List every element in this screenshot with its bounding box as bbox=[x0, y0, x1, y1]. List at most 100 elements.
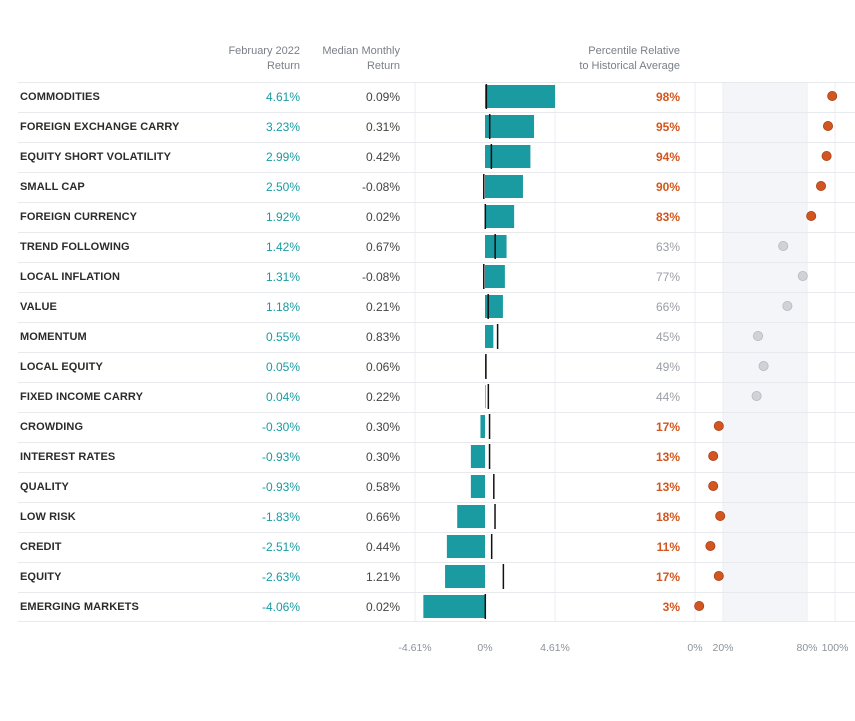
factor-name: QUALITY bbox=[20, 481, 69, 493]
header-feb-line1: February 2022 bbox=[228, 45, 300, 57]
percentile-value: 83% bbox=[655, 210, 680, 224]
factor-name: EQUITY bbox=[20, 571, 62, 583]
percentile-value: 90% bbox=[655, 180, 680, 194]
median-return-value: 0.06% bbox=[365, 360, 400, 374]
median-return-value: 0.09% bbox=[365, 90, 400, 104]
bar-axis-tick-label: 0% bbox=[477, 642, 492, 654]
percentile-dot bbox=[753, 330, 764, 341]
table-row: LOW RISK -1.83% 0.66% 18% bbox=[18, 502, 855, 532]
percentile-value: 44% bbox=[655, 390, 680, 404]
factor-name: FIXED INCOME CARRY bbox=[20, 391, 144, 403]
table-row: EMERGING MARKETS -4.06% 0.02% 3% bbox=[18, 592, 855, 622]
median-return-value: 0.22% bbox=[365, 390, 400, 404]
percentile-axis-tick-label: 80% bbox=[796, 642, 817, 654]
percentile-dot bbox=[823, 121, 834, 132]
factor-name: SMALL CAP bbox=[20, 181, 85, 193]
february-return-value: 1.92% bbox=[265, 210, 300, 224]
february-return-value: -0.93% bbox=[261, 480, 300, 494]
percentile-dot bbox=[806, 210, 817, 221]
return-bar bbox=[457, 505, 485, 528]
factor-name: CROWDING bbox=[20, 421, 84, 433]
percentile-value: 49% bbox=[655, 360, 680, 374]
february-return-value: 2.50% bbox=[265, 180, 300, 194]
median-return-value: -0.08% bbox=[361, 180, 400, 194]
return-bar bbox=[485, 385, 486, 408]
header-pct-line2: to Historical Average bbox=[579, 60, 680, 72]
percentile-value: 77% bbox=[655, 270, 680, 284]
header-med-line1: Median Monthly bbox=[322, 45, 400, 57]
factor-name: VALUE bbox=[20, 301, 57, 313]
table-row: EQUITY SHORT VOLATILITY 2.99% 0.42% 94% bbox=[18, 142, 855, 172]
return-bar bbox=[485, 265, 505, 288]
percentile-dot bbox=[816, 180, 827, 191]
factor-name: INTEREST RATES bbox=[20, 451, 116, 463]
percentile-value: 66% bbox=[655, 300, 680, 314]
percentile-axis-tick-label: 0% bbox=[687, 642, 702, 654]
factor-name: LOCAL EQUITY bbox=[20, 361, 103, 373]
percentile-dot bbox=[705, 541, 716, 552]
february-return-value: 3.23% bbox=[265, 120, 300, 134]
factor-name: MOMENTUM bbox=[20, 331, 87, 343]
february-return-value: 1.42% bbox=[265, 240, 300, 254]
return-bar bbox=[423, 595, 485, 618]
median-return-value: 0.21% bbox=[365, 300, 400, 314]
percentile-value: 3% bbox=[662, 600, 680, 614]
median-return-value: 0.83% bbox=[365, 330, 400, 344]
factor-name: EMERGING MARKETS bbox=[20, 601, 139, 613]
factor-name: LOCAL INFLATION bbox=[20, 271, 121, 283]
percentile-value: 98% bbox=[655, 90, 680, 104]
return-bar bbox=[485, 325, 494, 348]
median-return-value: -0.08% bbox=[361, 270, 400, 284]
median-return-value: 0.44% bbox=[365, 540, 400, 554]
february-return-value: 1.18% bbox=[265, 300, 300, 314]
return-bar bbox=[485, 295, 503, 318]
percentile-axis-tick-label: 20% bbox=[712, 642, 733, 654]
median-return-value: 0.67% bbox=[365, 240, 400, 254]
return-bar bbox=[485, 175, 523, 198]
percentile-value: 17% bbox=[655, 570, 680, 584]
median-return-value: 0.02% bbox=[365, 600, 400, 614]
return-bar bbox=[485, 205, 515, 228]
percentile-value: 11% bbox=[656, 540, 680, 554]
return-bar bbox=[445, 565, 485, 588]
median-return-value: 0.30% bbox=[365, 420, 400, 434]
february-return-value: -2.63% bbox=[261, 570, 300, 584]
february-return-value: 1.31% bbox=[265, 270, 300, 284]
february-return-value: -4.06% bbox=[261, 600, 300, 614]
february-return-value: -0.93% bbox=[261, 450, 300, 464]
return-bar bbox=[470, 445, 485, 468]
percentile-value: 95% bbox=[655, 120, 680, 134]
table-row: CROWDING -0.30% 0.30% 17% bbox=[18, 412, 855, 442]
factor-name: FOREIGN CURRENCY bbox=[20, 211, 138, 223]
percentile-dot bbox=[797, 270, 808, 281]
percentile-value: 13% bbox=[655, 450, 680, 464]
percentile-dot bbox=[708, 450, 719, 461]
percentile-value: 18% bbox=[655, 510, 680, 524]
table-row: MOMENTUM 0.55% 0.83% 45% bbox=[18, 322, 855, 352]
percentile-value: 45% bbox=[655, 330, 680, 344]
bar-axis-tick-label: 4.61% bbox=[540, 642, 570, 654]
percentile-dot bbox=[708, 480, 719, 491]
february-return-value: 0.55% bbox=[265, 330, 300, 344]
table-row: LOCAL INFLATION 1.31% -0.08% 77% bbox=[18, 262, 855, 292]
median-return-value: 1.21% bbox=[365, 570, 400, 584]
february-return-value: 4.61% bbox=[265, 90, 300, 104]
table-row: FIXED INCOME CARRY 0.04% 0.22% 44% bbox=[18, 382, 855, 412]
table-row: INTEREST RATES -0.93% 0.30% 13% bbox=[18, 442, 855, 472]
factor-name: CREDIT bbox=[20, 541, 62, 553]
return-bar bbox=[446, 535, 485, 558]
return-bar bbox=[480, 415, 485, 438]
factor-name: FOREIGN EXCHANGE CARRY bbox=[20, 121, 180, 133]
table-row: FOREIGN EXCHANGE CARRY 3.23% 0.31% 95% bbox=[18, 112, 855, 142]
factor-name: LOW RISK bbox=[20, 511, 76, 523]
return-bar bbox=[485, 115, 535, 138]
percentile-dot bbox=[715, 510, 726, 521]
header-pct-line1: Percentile Relative bbox=[588, 45, 680, 57]
table-row: TREND FOLLOWING 1.42% 0.67% 63% bbox=[18, 232, 855, 262]
median-return-value: 0.02% bbox=[365, 210, 400, 224]
table-row: VALUE 1.18% 0.21% 66% bbox=[18, 292, 855, 322]
median-return-value: 0.30% bbox=[365, 450, 400, 464]
return-bar bbox=[470, 475, 485, 498]
table-row: FOREIGN CURRENCY 1.92% 0.02% 83% bbox=[18, 202, 855, 232]
percentile-dot bbox=[782, 300, 793, 311]
